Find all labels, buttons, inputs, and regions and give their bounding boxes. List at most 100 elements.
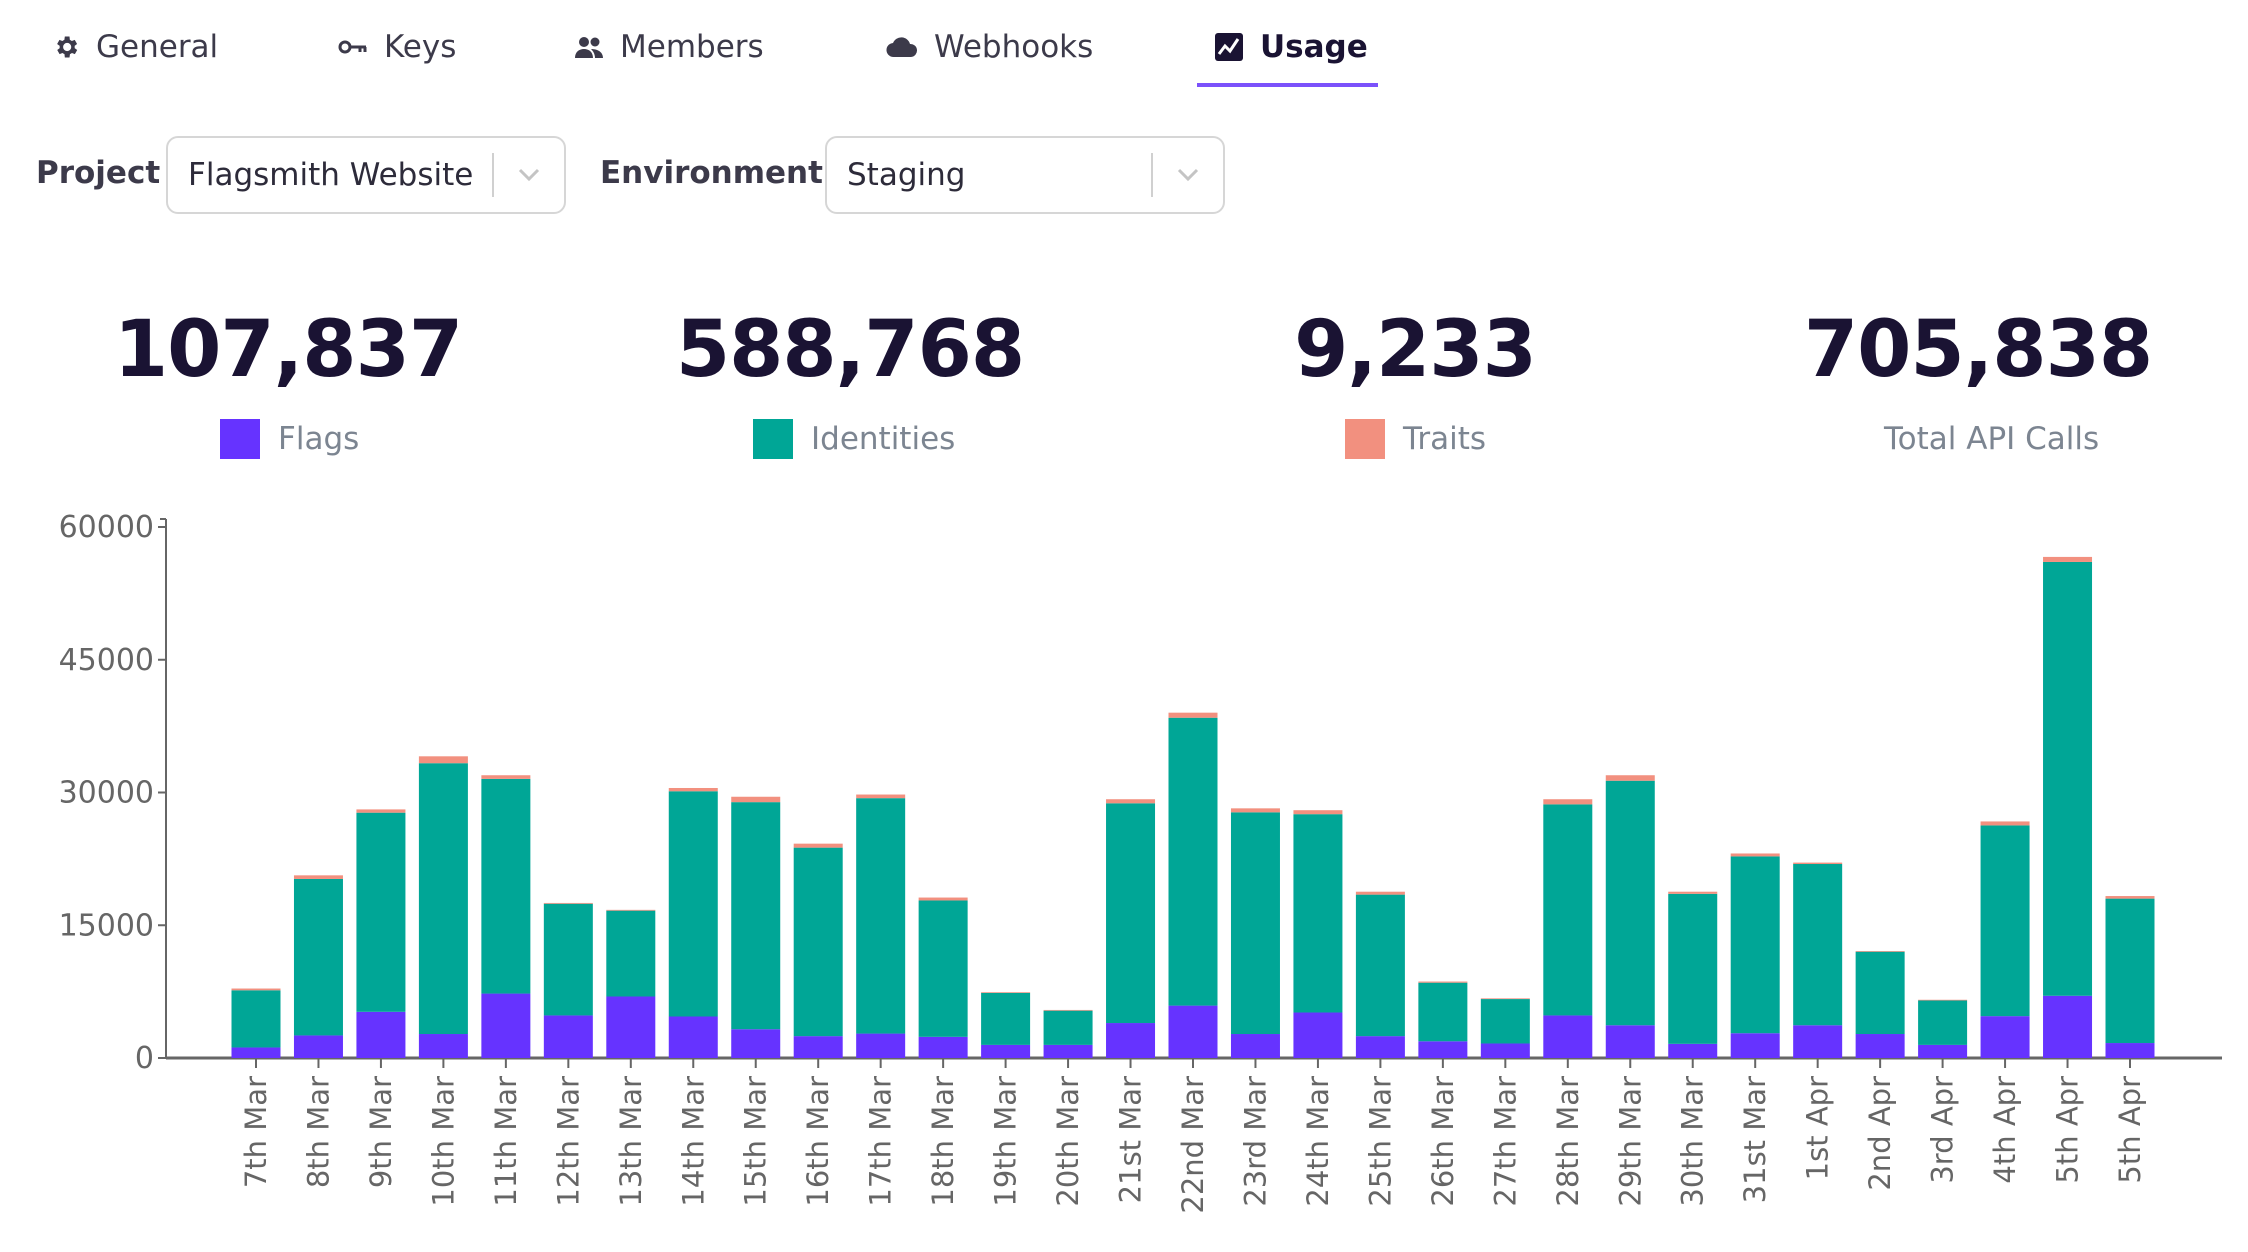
stat-value: 9,233 bbox=[1294, 305, 1537, 395]
bar-identities bbox=[1168, 717, 1218, 1006]
stat-flags: 107,837 bbox=[38, 305, 538, 395]
legend-traits: Traits bbox=[1345, 418, 1486, 460]
bar-flags bbox=[293, 1035, 343, 1058]
tab-general[interactable]: General bbox=[52, 22, 218, 72]
project-label: Project bbox=[36, 155, 161, 191]
bar-traits bbox=[1918, 999, 1968, 1001]
bar-traits bbox=[856, 794, 906, 799]
bar-traits bbox=[1355, 891, 1405, 895]
legend-total: Total API Calls bbox=[1884, 418, 2099, 460]
y-tick-label: 45000 bbox=[59, 643, 154, 678]
bar-traits bbox=[1293, 810, 1343, 815]
x-tick-label: 24th Mar bbox=[1301, 1076, 1335, 1207]
bar-flags bbox=[981, 1044, 1031, 1058]
bar-flags bbox=[1605, 1025, 1655, 1058]
x-tick-label: 19th Mar bbox=[989, 1076, 1023, 1207]
bar-traits bbox=[481, 775, 531, 779]
bar-flags bbox=[1418, 1041, 1468, 1058]
bar-identities bbox=[793, 847, 843, 1037]
bar-flags bbox=[1730, 1033, 1780, 1058]
stat-traits: 9,233 bbox=[1165, 305, 1665, 395]
x-tick-label: 9th Mar bbox=[364, 1076, 398, 1188]
bar-traits bbox=[293, 875, 343, 879]
bar-identities bbox=[1230, 812, 1280, 1035]
bar-identities bbox=[1293, 814, 1343, 1013]
environment-select[interactable]: Staging bbox=[825, 136, 1225, 214]
bar-identities bbox=[1355, 894, 1405, 1037]
legend-label: Identities bbox=[811, 421, 956, 457]
legend-swatch bbox=[220, 419, 260, 459]
x-tick-label: 8th Mar bbox=[301, 1076, 335, 1188]
bar-identities bbox=[731, 802, 781, 1030]
environment-value: Staging bbox=[847, 157, 966, 193]
bar-traits bbox=[356, 809, 406, 813]
tab-usage[interactable]: Usage bbox=[1214, 22, 1368, 72]
tab-members[interactable]: Members bbox=[574, 22, 764, 72]
bar-flags bbox=[2105, 1043, 2155, 1058]
bar-flags bbox=[1230, 1034, 1280, 1058]
x-tick-label: 23rd Mar bbox=[1238, 1076, 1272, 1207]
tab-keys[interactable]: Keys bbox=[338, 22, 456, 72]
bar-traits bbox=[731, 796, 781, 803]
bar-flags bbox=[1106, 1023, 1156, 1058]
bar-identities bbox=[1730, 856, 1780, 1034]
bar-flags bbox=[543, 1015, 593, 1058]
bar-identities bbox=[1480, 999, 1530, 1044]
bar-identities bbox=[1980, 825, 2030, 1017]
bar-identities bbox=[1668, 893, 1718, 1044]
bar-identities bbox=[1605, 780, 1655, 1026]
stat-value: 705,838 bbox=[1803, 305, 2153, 395]
bar-identities bbox=[1793, 864, 1843, 1026]
legend-flags: Flags bbox=[220, 418, 359, 460]
bar-identities bbox=[1855, 951, 1905, 1035]
y-tick-label: 30000 bbox=[59, 776, 154, 811]
tab-label: Webhooks bbox=[934, 29, 1094, 65]
bar-traits bbox=[668, 787, 718, 792]
legend-swatch bbox=[753, 419, 793, 459]
bar-identities bbox=[481, 778, 531, 994]
bar-flags bbox=[1355, 1036, 1405, 1058]
chevron-down-icon[interactable] bbox=[494, 168, 564, 182]
bar-traits bbox=[2043, 556, 2093, 562]
bar-flags bbox=[2043, 995, 2093, 1058]
stat-value: 588,768 bbox=[675, 305, 1025, 395]
chevron-down-icon[interactable] bbox=[1153, 168, 1223, 182]
bar-traits bbox=[1043, 1009, 1093, 1011]
gear-icon bbox=[52, 33, 80, 61]
y-tick-label: 0 bbox=[135, 1041, 154, 1076]
bar-identities bbox=[2105, 898, 2155, 1044]
bar-flags bbox=[918, 1036, 968, 1058]
cloud-icon bbox=[886, 35, 918, 59]
bar-flags bbox=[668, 1016, 718, 1058]
tab-label: Keys bbox=[384, 29, 457, 65]
y-tick-label: 60000 bbox=[59, 510, 154, 545]
users-icon bbox=[574, 35, 604, 59]
active-tab-indicator bbox=[1197, 83, 1378, 87]
bar-flags bbox=[1043, 1044, 1093, 1058]
bar-flags bbox=[356, 1011, 406, 1058]
bar-traits bbox=[231, 988, 281, 991]
x-tick-label: 1st Apr bbox=[1801, 1076, 1835, 1180]
tab-webhooks[interactable]: Webhooks bbox=[886, 22, 1093, 72]
bar-traits bbox=[1668, 891, 1718, 894]
bar-flags bbox=[1793, 1025, 1843, 1058]
bar-identities bbox=[418, 763, 468, 1035]
legend-label: Traits bbox=[1403, 421, 1487, 457]
legend-label: Total API Calls bbox=[1884, 421, 2100, 457]
key-icon bbox=[338, 37, 368, 57]
x-tick-label: 20th Mar bbox=[1051, 1076, 1085, 1207]
project-select[interactable]: Flagsmith Website bbox=[166, 136, 566, 214]
bar-traits bbox=[1605, 775, 1655, 781]
bar-traits bbox=[418, 756, 468, 764]
tab-label: General bbox=[96, 29, 219, 65]
x-tick-label: 30th Mar bbox=[1676, 1076, 1710, 1207]
stat-identities: 588,768 bbox=[600, 305, 1100, 395]
x-tick-label: 26th Mar bbox=[1426, 1076, 1460, 1207]
bar-identities bbox=[918, 900, 968, 1037]
bar-traits bbox=[1418, 981, 1468, 983]
project-value: Flagsmith Website bbox=[188, 157, 474, 193]
bar-traits bbox=[1855, 951, 1905, 952]
legend-identities: Identities bbox=[753, 418, 955, 460]
bar-traits bbox=[1230, 808, 1280, 813]
